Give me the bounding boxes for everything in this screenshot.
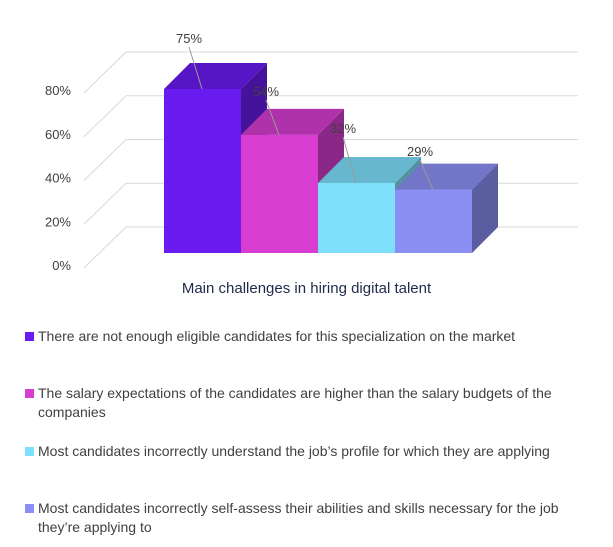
bar: [318, 157, 421, 253]
legend-item: Most candidates incorrectly understand t…: [25, 442, 595, 461]
y-tick-label: 60%: [45, 127, 71, 142]
y-tick-label: 20%: [45, 214, 71, 229]
gridline-diagonal: [83, 139, 127, 181]
y-tick-label: 40%: [45, 171, 71, 186]
legend-label: Most candidates incorrectly understand t…: [38, 443, 550, 459]
legend-swatch: [25, 332, 34, 341]
data-label-leader: [188, 46, 203, 90]
legend-label: Most candidates incorrectly self-assess …: [38, 500, 559, 535]
legend-swatch: [25, 504, 34, 513]
data-label-leader: [419, 159, 434, 190]
bar-top: [164, 62, 267, 89]
gridline-diagonal: [83, 226, 127, 269]
legend-item: There are not enough eligible candidates…: [25, 327, 595, 346]
bar-front: [164, 88, 241, 253]
bar-chart: 0% 20% 40% 60% 80% 75% 54% 32% 29%: [45, 31, 578, 273]
legend-label: There are not enough eligible candidates…: [38, 328, 516, 344]
legend-swatch: [25, 389, 34, 398]
legend-item: The salary expectations of the candidate…: [25, 384, 595, 422]
bar-top: [318, 157, 421, 183]
data-label: 54%: [253, 84, 279, 99]
bar-front: [241, 134, 318, 253]
gridline-diagonal: [83, 182, 127, 225]
legend-label: The salary expectations of the candidate…: [38, 385, 552, 420]
bar-front: [395, 189, 472, 253]
bar-top: [395, 163, 498, 190]
data-label: 75%: [176, 31, 202, 46]
gridline-diagonal: [83, 95, 127, 138]
legend-swatch: [25, 447, 34, 456]
gridline-diagonal: [83, 51, 127, 94]
bar-top: [241, 108, 344, 135]
data-label-leader: [342, 136, 357, 184]
data-label-leader: [265, 99, 280, 136]
legend-item: Most candidates incorrectly self-assess …: [25, 499, 595, 537]
data-label: 32%: [330, 121, 356, 136]
data-label: 29%: [407, 144, 433, 159]
bar-side: [472, 163, 498, 253]
y-tick-label: 0%: [52, 258, 71, 273]
chart-title: Main challenges in hiring digital talent: [181, 280, 432, 297]
bar-front: [318, 183, 395, 253]
bar: [395, 163, 498, 253]
y-tick-label: 80%: [45, 83, 71, 98]
